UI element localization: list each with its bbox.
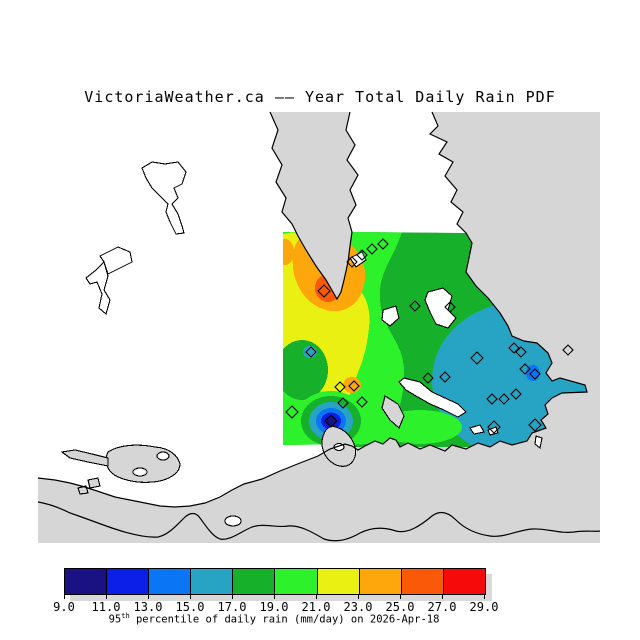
station-marker-diamond [317, 284, 331, 298]
colorbar-tickmark [148, 594, 149, 599]
colorbar-segment [65, 569, 108, 594]
station-marker-diamond [366, 243, 378, 255]
port-angeles-pond [224, 515, 242, 527]
station-marker-diamond [444, 301, 456, 313]
station-marker-diamond [377, 238, 389, 250]
colorbar-tick-label: 17.0 [217, 600, 247, 614]
colorbar-tickmark [190, 594, 191, 599]
bullseye-core-navy [325, 416, 337, 426]
colorbar-tick-label: 27.0 [427, 600, 457, 614]
station-marker-diamond [334, 381, 346, 393]
colorbar-tick-label: 11.0 [91, 600, 121, 614]
station-marker-diamond [528, 418, 542, 432]
colorbar-tick-label: 23.0 [343, 600, 373, 614]
station-marker-diamond [498, 393, 510, 405]
colorbar-tickmark [64, 594, 65, 599]
colorbar-segment [359, 569, 402, 594]
colorbar [64, 568, 486, 595]
station-marker-diamond [409, 300, 421, 312]
colorbar-tick-label: 29.0 [469, 600, 499, 614]
gorge-waterway [398, 377, 467, 418]
station-marker-diamond [285, 405, 299, 419]
station-marker-diamond [519, 363, 531, 375]
page-title: VictoriaWeather.ca –– Year Total Daily R… [84, 88, 556, 106]
station-marker-diamond [562, 344, 574, 356]
station-marker-diamond [487, 420, 501, 434]
colorbar-tickmark [232, 594, 233, 599]
colorbar-segment [317, 569, 360, 594]
station-marker-diamond [529, 368, 541, 380]
colorbar-segment [275, 569, 318, 594]
colorbar-tick-label: 25.0 [385, 600, 415, 614]
colorbar-tickmark [358, 594, 359, 599]
station-marker-diamond [346, 256, 358, 268]
station-markers [285, 238, 574, 434]
colorbar-segment [149, 569, 192, 594]
east-south-coastline [37, 111, 588, 508]
colorbar-tick-label: 21.0 [301, 600, 331, 614]
colorbar-segment [107, 569, 150, 594]
colorbar-ticks: 9.0 11.0 13.0 15.0 17.0 19.0 21.0 23.0 25.0 27.0 2… [53, 594, 498, 620]
colorbar-segment [233, 569, 276, 594]
island-pond [156, 451, 170, 461]
colorbar-caption: 95th percentile of daily rain (mm/day) o… [109, 612, 440, 626]
station-marker-diamond [356, 396, 368, 408]
colorbar-segment [443, 569, 485, 594]
colorbar-tick-label: 9.0 [53, 600, 75, 614]
strait-island-tail [60, 449, 109, 467]
shawnigan-lake [141, 161, 187, 235]
trial-islands [534, 435, 543, 449]
station-marker-diamond [486, 393, 498, 405]
field-darkgreen-blob [283, 340, 328, 400]
station-marker-diamond [422, 372, 434, 384]
colorbar-tickmark [106, 594, 107, 599]
coastlines [37, 111, 601, 542]
station-marker-diamond [470, 351, 484, 365]
saanich-peninsula [346, 112, 466, 233]
colorbar-tickmark [316, 594, 317, 599]
elk-beaver-lakes [424, 287, 457, 329]
elk-lake-small [381, 305, 400, 327]
colorbar-tickmark [400, 594, 401, 599]
us-coastline [37, 501, 601, 542]
colorbar-tick-label: 15.0 [175, 600, 205, 614]
station-marker-diamond [324, 414, 338, 428]
colorbar-segment [401, 569, 444, 594]
colorbar-tickmark [484, 594, 485, 599]
station-marker-diamond [356, 249, 368, 261]
caption-ordinal: th [121, 612, 130, 620]
station-marker-diamond [305, 346, 317, 358]
colorbar-tickmark [442, 594, 443, 599]
victoria-harbour [381, 395, 405, 429]
field-orange-corner-spot [283, 239, 294, 265]
station-marker-diamond [515, 346, 527, 358]
colorbar-tick-label: 19.0 [259, 600, 289, 614]
chatham-islands [469, 424, 499, 436]
saanich-inlet-shoreline [269, 111, 359, 301]
sooke-lake [85, 246, 133, 315]
station-marker-diamond [337, 397, 349, 409]
caption-text: percentile of daily rain (mm/day) on 202… [129, 613, 440, 626]
station-marker-diamond [348, 380, 360, 392]
strait-island-group [105, 444, 181, 483]
station-marker-diamond [510, 388, 522, 400]
colorbar-tick-label: 13.0 [133, 600, 163, 614]
west-landmass [38, 112, 345, 507]
colorbar-tickmark [274, 594, 275, 599]
colorbar-segment [191, 569, 234, 594]
station-marker-diamond [439, 371, 451, 383]
caption-number: 95 [108, 613, 122, 626]
station-marker-diamond [508, 342, 520, 354]
island-lagoon [132, 467, 148, 477]
